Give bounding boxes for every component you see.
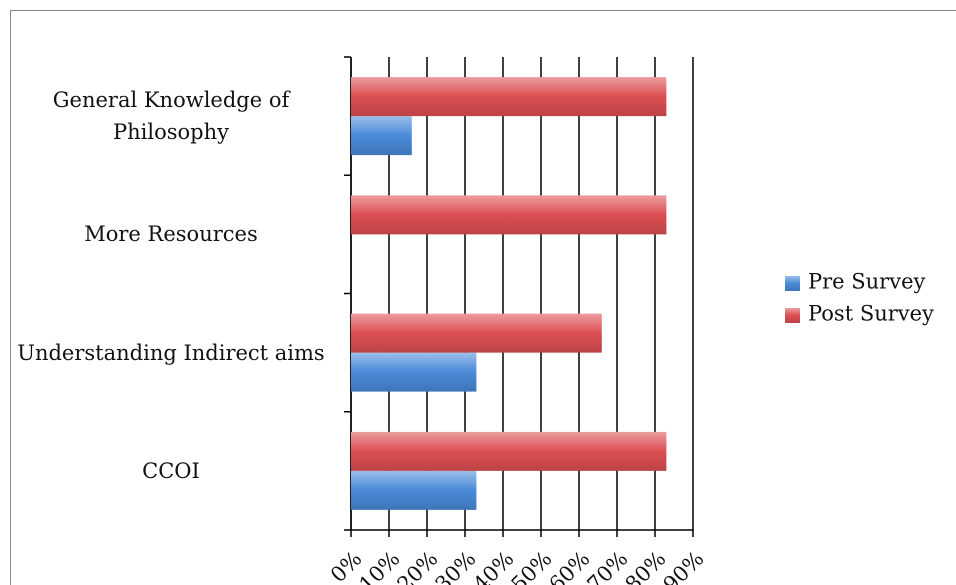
- bar: [351, 195, 667, 235]
- legend-label: Pre Survey: [808, 270, 926, 294]
- bar: [351, 77, 667, 117]
- y-tick-label: More Resources: [84, 222, 258, 247]
- y-tick-label: Understanding Indirect aims: [17, 340, 325, 365]
- bar: [351, 313, 602, 353]
- legend-swatch: [785, 276, 800, 291]
- bar: [351, 431, 667, 471]
- bar: [351, 116, 412, 156]
- y-tick-label: CCOI: [142, 458, 200, 483]
- legend-swatch: [785, 308, 800, 323]
- legend-label: Post Survey: [808, 302, 934, 326]
- y-tick-label: General Knowledge of Philosophy: [52, 88, 290, 145]
- bar: [351, 352, 477, 392]
- bar: [351, 470, 477, 510]
